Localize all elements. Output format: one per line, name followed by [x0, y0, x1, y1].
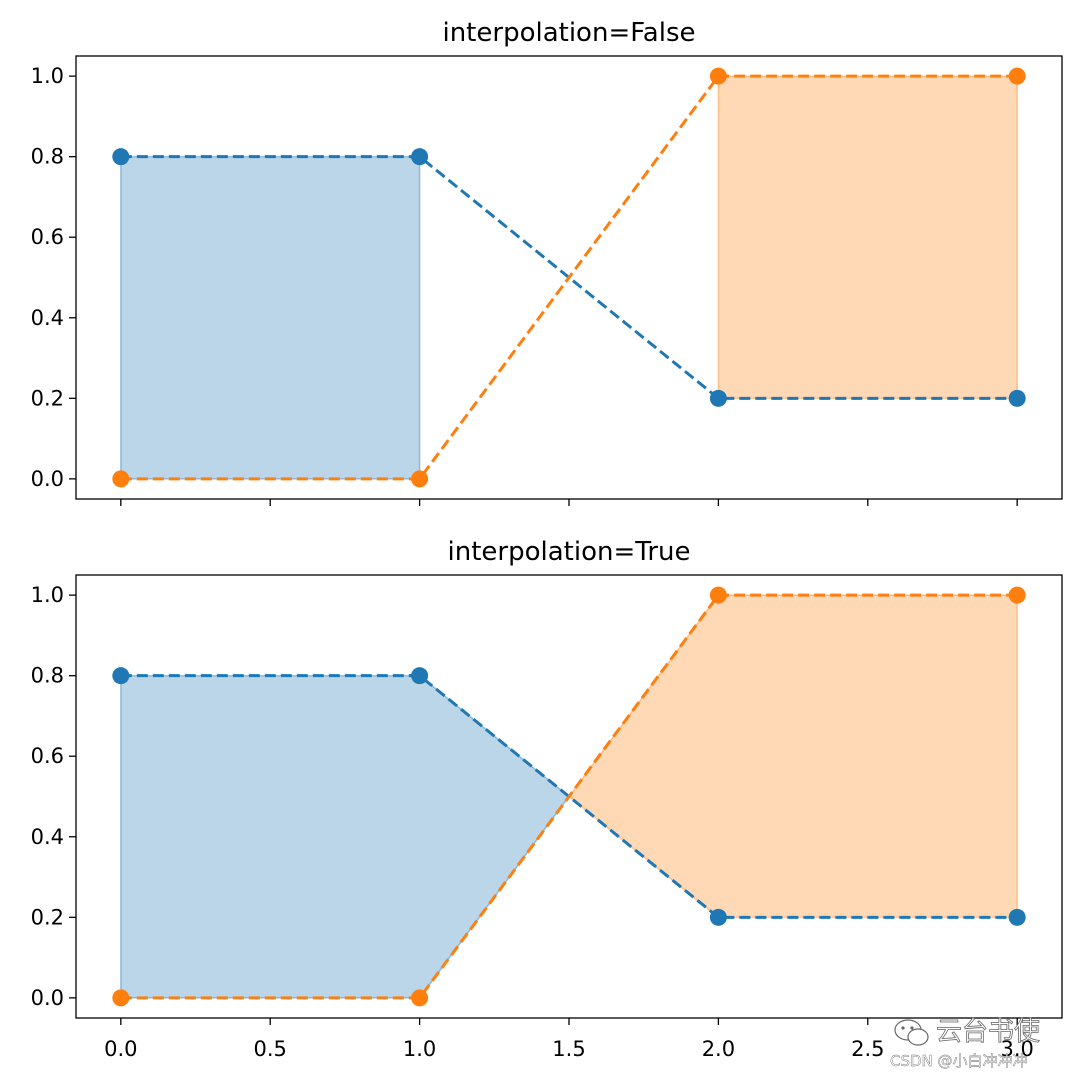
- data-point: [709, 908, 727, 926]
- chart-title: interpolation=True: [448, 537, 691, 567]
- data-point: [1008, 389, 1026, 407]
- series-line-1: [120, 593, 1018, 1000]
- fill-region-orange: [717, 75, 1018, 400]
- data-point: [112, 148, 130, 166]
- x-tick-label: 2.5: [851, 1037, 884, 1061]
- y-tick-label: 0.4: [31, 825, 64, 849]
- data-point: [709, 586, 727, 604]
- series-lines: [120, 593, 1018, 1000]
- y-tick-label: 1.0: [31, 64, 64, 88]
- series-lines: [120, 74, 1018, 481]
- series-markers: [112, 586, 1026, 1007]
- y-tick-label: 0.6: [31, 225, 64, 249]
- series-line-1: [120, 74, 1018, 481]
- data-point: [1008, 908, 1026, 926]
- data-point: [411, 989, 429, 1007]
- data-point: [411, 667, 429, 685]
- watermark-title: 云台书使: [936, 1017, 1040, 1047]
- data-point: [709, 67, 727, 85]
- x-tick-label: 1.5: [552, 1037, 585, 1061]
- x-tick-label: 3.0: [1000, 1037, 1033, 1061]
- data-point: [709, 389, 727, 407]
- wechat-icon: [894, 1019, 929, 1046]
- fill-regions: [120, 594, 1018, 999]
- data-point: [1008, 67, 1026, 85]
- y-tick-label: 0.2: [31, 386, 64, 410]
- y-tick-label: 0.6: [31, 744, 64, 768]
- watermark-author: CSDN @小白冲冲冲: [890, 1052, 1028, 1070]
- y-tick-label: 0.4: [31, 306, 64, 330]
- y-tick-label: 0.0: [31, 986, 64, 1010]
- data-point: [112, 470, 130, 488]
- chart-panel-top: interpolation=False 0.0 0.2 0.4 0.6 0.8 1.0: [31, 18, 1063, 506]
- fill-regions: [120, 75, 1018, 480]
- y-tick-label: 0.8: [31, 664, 64, 688]
- y-axis: 0.0 0.2 0.4 0.6 0.8 1.0: [31, 64, 76, 491]
- data-point: [411, 470, 429, 488]
- x-axis: [120, 499, 1018, 506]
- fill-region-blue: [120, 155, 421, 480]
- x-axis: 0.0 0.5 1.0 1.5 2.0 2.5 3.0: [104, 1018, 1034, 1061]
- fill-region-blue: [120, 674, 571, 999]
- y-tick-label: 0.0: [31, 467, 64, 491]
- chart-title: interpolation=False: [442, 18, 695, 48]
- watermark: 云台书使 CSDN @小白冲冲冲: [890, 1017, 1041, 1071]
- data-point: [1008, 586, 1026, 604]
- y-axis: 0.0 0.2 0.4 0.6 0.8 1.0: [31, 583, 76, 1010]
- x-tick-label: 1.0: [403, 1037, 436, 1061]
- x-tick-label: 0.5: [254, 1037, 287, 1061]
- data-point: [112, 667, 130, 685]
- x-tick-label: 2.0: [702, 1037, 735, 1061]
- chart-panel-bottom: interpolation=True 0.0 0.5 1.0 1.5 2.0 2.5 3.0…: [31, 537, 1063, 1061]
- data-point: [411, 148, 429, 166]
- data-point: [112, 989, 130, 1007]
- series-markers: [112, 67, 1026, 488]
- y-tick-label: 1.0: [31, 583, 64, 607]
- fill-region-orange: [567, 594, 1018, 919]
- y-tick-label: 0.8: [31, 145, 64, 169]
- y-tick-label: 0.2: [31, 905, 64, 929]
- x-tick-label: 0.0: [104, 1037, 137, 1061]
